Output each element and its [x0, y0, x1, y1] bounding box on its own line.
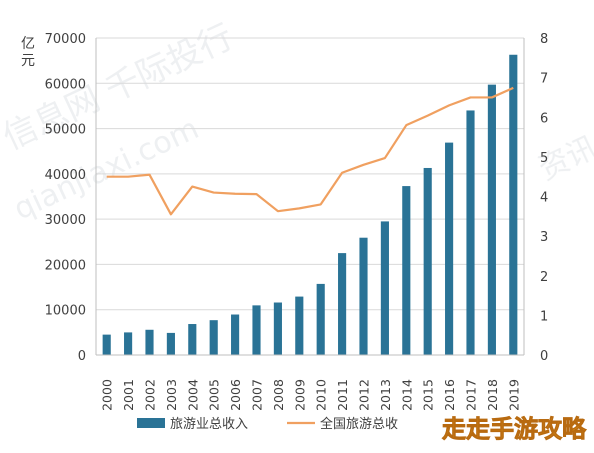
left-tick-label: 40000 — [45, 168, 86, 183]
x-axis-ticks: 2000 2001 2002 2003 2004 2005 2006 2007 2008 2009… — [100, 379, 522, 411]
legend-label: 全国旅游总收 — [320, 416, 398, 432]
y-axis-label: 亿元 — [21, 36, 35, 69]
bar-series — [102, 54, 518, 356]
bar — [145, 329, 154, 355]
axes — [95, 38, 525, 356]
bar — [338, 253, 347, 355]
bar — [509, 54, 518, 356]
left-tick-label: 70000 — [45, 32, 86, 47]
corner-watermark: 走走手游攻略 — [442, 415, 588, 444]
bar — [102, 334, 111, 355]
series-line — [106, 86, 514, 216]
bar — [124, 332, 133, 355]
legend-label: 旅游业总收入 — [170, 417, 248, 432]
right-tick-label: 7 — [540, 72, 548, 87]
bar — [359, 237, 368, 355]
line-series — [106, 86, 514, 216]
x-tick-label: 2003 — [164, 379, 179, 411]
left-tick-label: 20000 — [45, 258, 86, 273]
bar — [423, 167, 432, 355]
right-tick-label: 5 — [540, 151, 548, 166]
x-tick-label: 2014 — [399, 379, 414, 411]
right-axis-ticks: 0 1 2 3 4 5 6 7 8 — [540, 32, 548, 364]
x-tick-label: 2016 — [442, 379, 457, 411]
bar — [487, 84, 496, 355]
left-axis-ticks: 0 10000 20000 30000 40000 50000 60000 70000 — [45, 32, 86, 364]
bar — [252, 305, 261, 355]
corner-watermark-text: 走走手游攻略 — [442, 415, 587, 443]
bar — [166, 332, 175, 355]
x-tick-label: 2012 — [357, 379, 372, 411]
x-tick-label: 2015 — [421, 379, 436, 411]
bar — [402, 186, 411, 355]
right-tick-label: 0 — [540, 349, 548, 364]
bar — [188, 324, 197, 355]
left-tick-label: 60000 — [45, 77, 86, 92]
x-tick-label: 2004 — [185, 379, 200, 411]
x-tick-label: 2013 — [378, 379, 393, 411]
bar — [231, 314, 240, 355]
legend: 旅游业总收入 全国旅游总收 — [137, 416, 398, 432]
x-tick-label: 2000 — [100, 379, 115, 411]
right-tick-label: 1 — [540, 309, 548, 324]
x-tick-label: 2005 — [207, 379, 222, 411]
left-tick-label: 30000 — [45, 213, 86, 228]
x-tick-label: 2002 — [143, 379, 158, 411]
x-tick-label: 2018 — [485, 379, 500, 411]
left-tick-label: 0 — [78, 349, 86, 364]
y-axis-label-char: 元 — [21, 53, 35, 69]
bar — [445, 142, 454, 355]
x-tick-label: 2017 — [464, 379, 479, 411]
bar — [273, 302, 282, 355]
x-tick-label: 2010 — [314, 379, 329, 411]
bar — [209, 320, 218, 355]
legend-swatch-bar — [137, 418, 165, 428]
x-tick-label: 2011 — [335, 379, 350, 411]
right-tick-label: 4 — [540, 191, 548, 206]
x-tick-label: 2001 — [121, 379, 136, 411]
x-tick-label: 2007 — [250, 379, 265, 411]
watermark: 信息网 千际投行 qianjiaxi.com 资讯 — [0, 17, 594, 227]
bar — [380, 221, 389, 355]
right-tick-label: 8 — [540, 32, 548, 47]
right-tick-label: 6 — [540, 111, 548, 126]
right-tick-label: 2 — [540, 270, 548, 285]
x-tick-label: 2008 — [271, 379, 286, 411]
left-tick-label: 10000 — [45, 304, 86, 319]
bar — [295, 296, 304, 355]
x-tick-label: 2006 — [228, 379, 243, 411]
right-tick-label: 3 — [540, 230, 548, 245]
x-tick-label: 2019 — [506, 379, 521, 411]
bar — [316, 283, 325, 355]
bar — [466, 110, 475, 355]
left-tick-label: 50000 — [45, 123, 86, 138]
y-axis-label-char: 亿 — [21, 36, 35, 52]
x-tick-label: 2009 — [292, 379, 307, 411]
